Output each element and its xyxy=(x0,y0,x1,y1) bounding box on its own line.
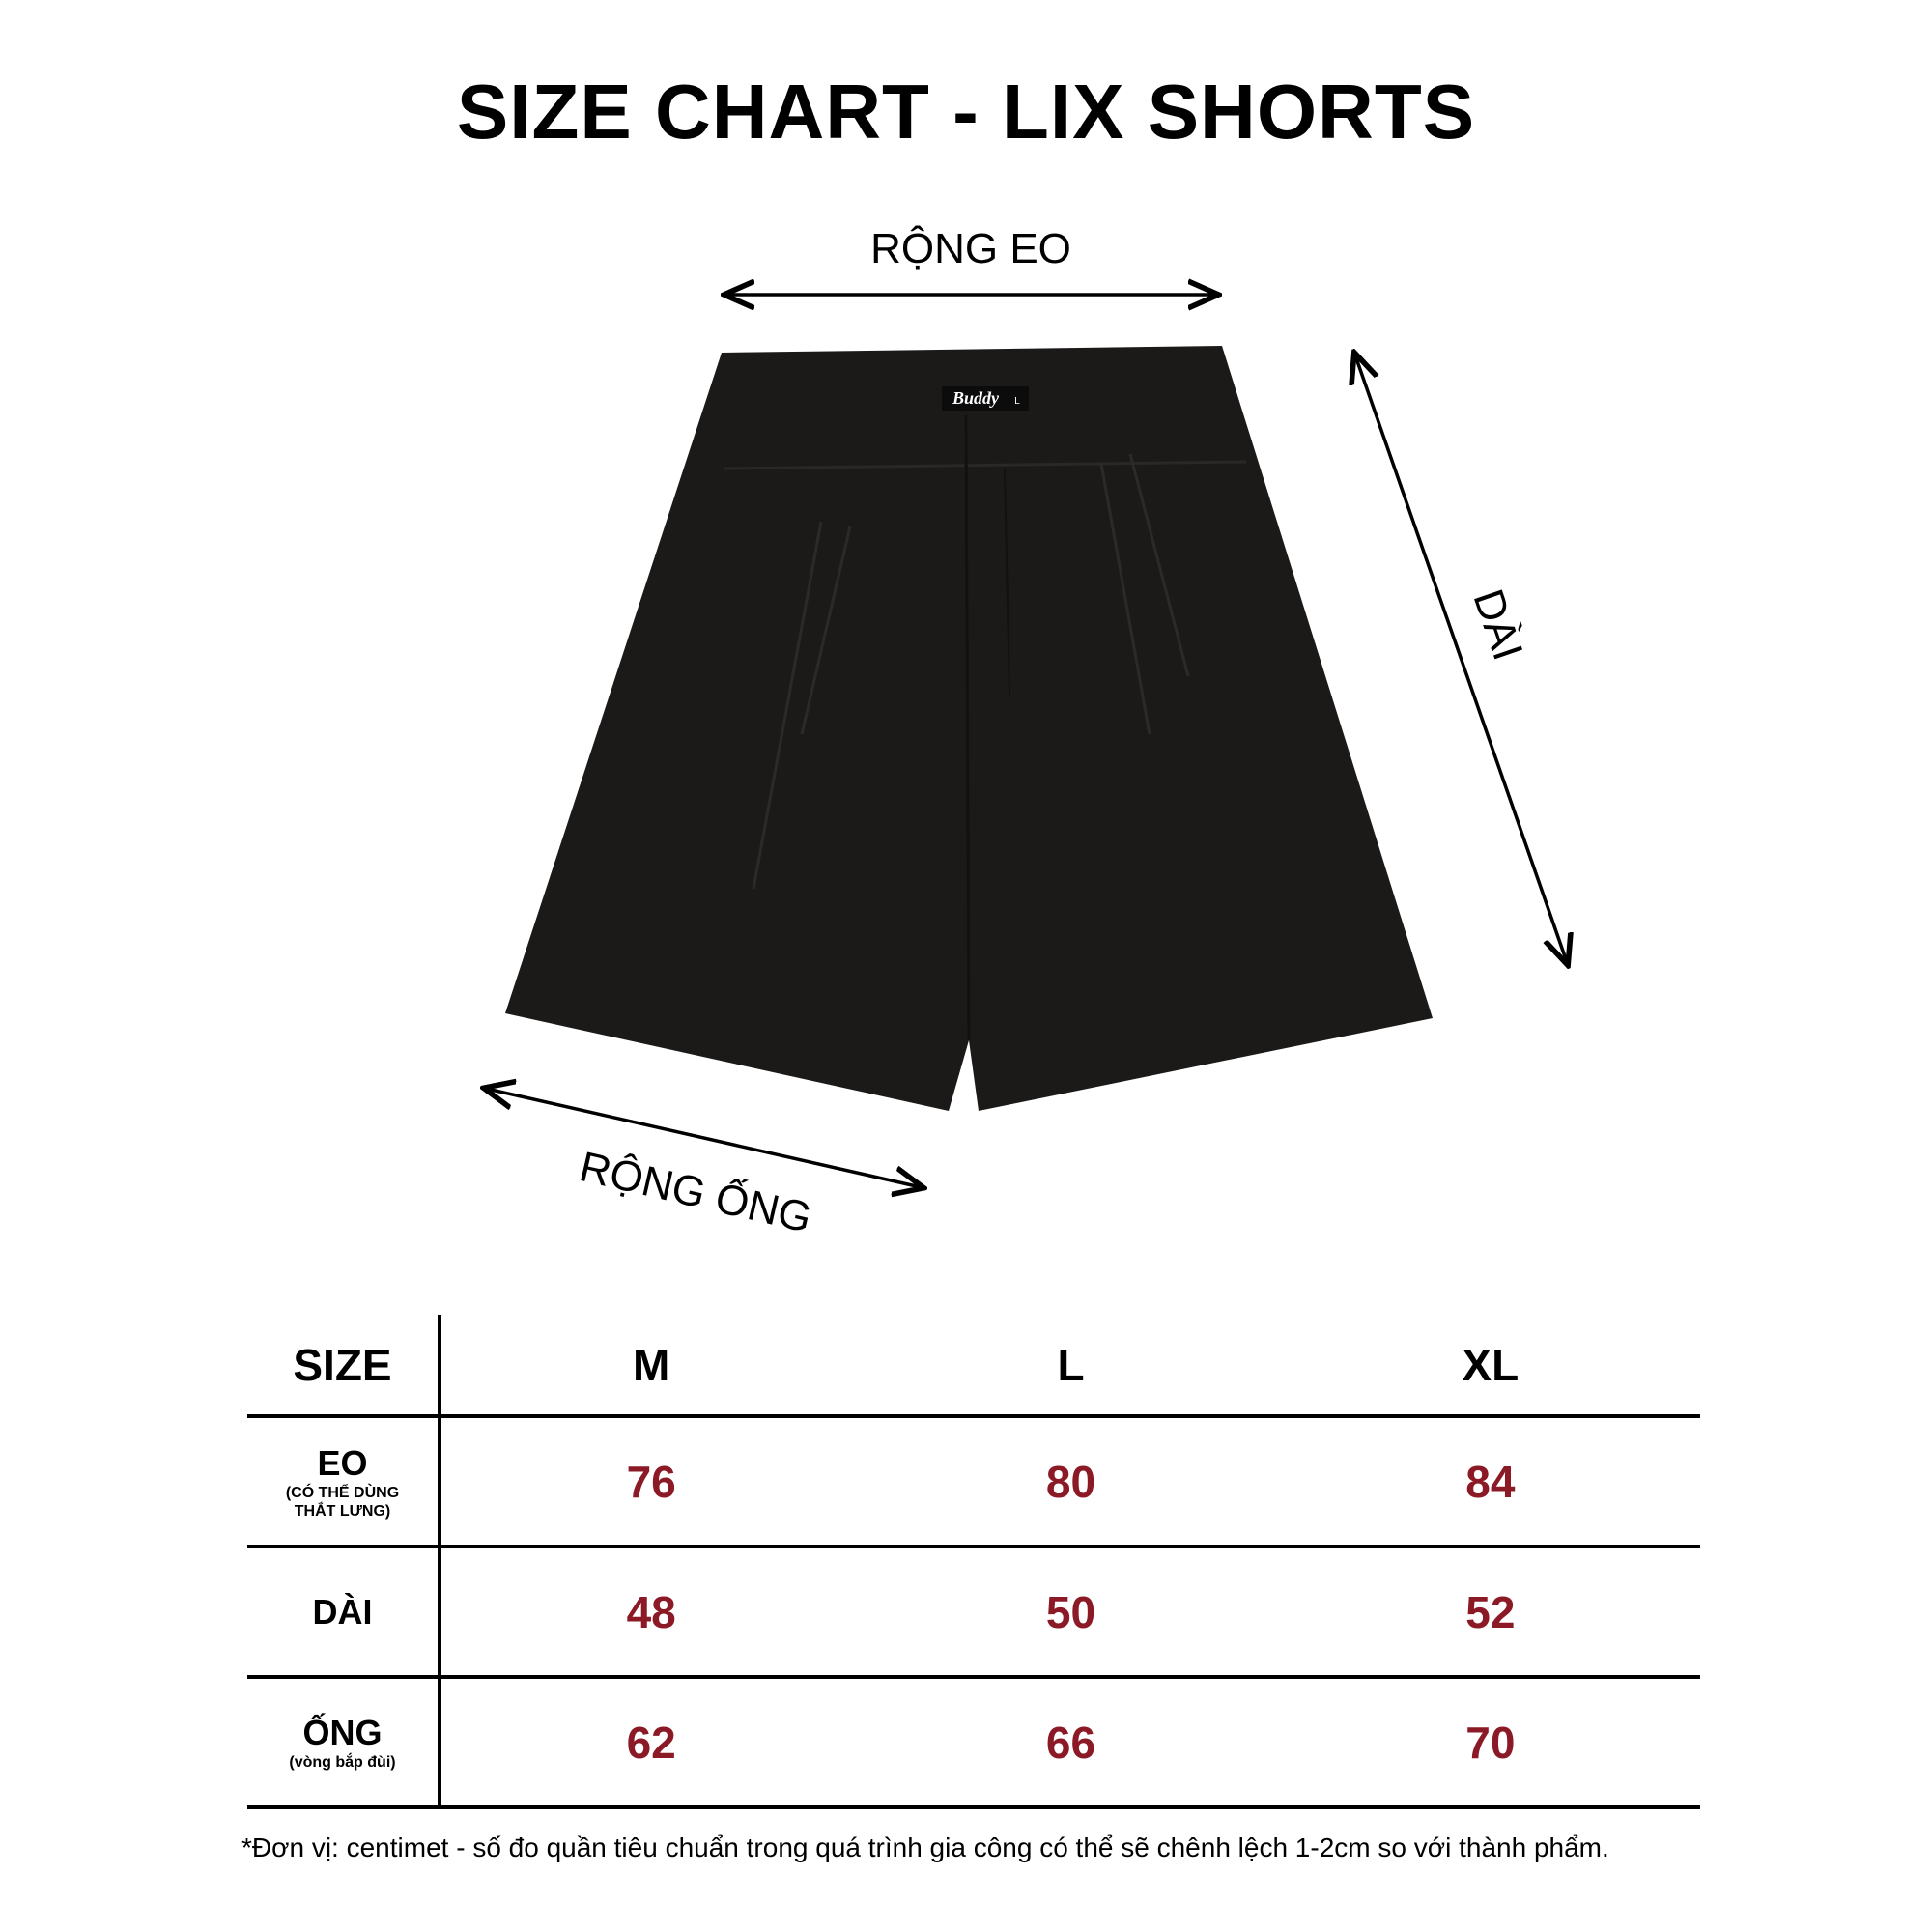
header-size-l: L xyxy=(1057,1339,1085,1390)
header-size-label: SIZE xyxy=(293,1339,392,1390)
shorts-diagram: Buddy L xyxy=(0,0,1932,1256)
waist-label: RỘNG EO xyxy=(870,225,1071,272)
value-cell: 84 xyxy=(1465,1456,1516,1507)
row-sublabel: (vòng bắp đùi) xyxy=(289,1754,396,1771)
table-row: EO (CÓ THỂ DÙNG THẮT LƯNG) 76 80 84 xyxy=(247,1418,1700,1548)
header-size-m: M xyxy=(633,1339,670,1390)
leg-arrow xyxy=(487,1089,921,1187)
header-size-xl: XL xyxy=(1462,1339,1520,1390)
table-header-row: SIZE M L XL xyxy=(247,1315,1700,1418)
row-label-cell: DÀI xyxy=(247,1548,441,1675)
value-cell: 48 xyxy=(626,1586,676,1637)
row-sublabel: (CÓ THỂ DÙNG THẮT LƯNG) xyxy=(285,1484,400,1520)
header-size-cell: SIZE xyxy=(247,1315,441,1414)
row-label-cell: ỐNG (vòng bắp đùi) xyxy=(247,1679,441,1805)
value-cell: 50 xyxy=(1045,1586,1096,1637)
shorts-image: Buddy L xyxy=(505,346,1433,1111)
value-cell: 76 xyxy=(626,1456,676,1507)
value-cell: 52 xyxy=(1465,1586,1516,1637)
value-cell: 80 xyxy=(1045,1456,1096,1507)
brand-tag: Buddy xyxy=(952,388,1000,408)
page-title: SIZE CHART - LIX SHORTS xyxy=(456,69,1476,155)
row-label: EO xyxy=(317,1442,368,1483)
table-row: DÀI 48 50 52 xyxy=(247,1548,1700,1679)
value-cell: 70 xyxy=(1465,1717,1516,1768)
length-arrow xyxy=(1355,355,1567,962)
table-row: ỐNG (vòng bắp đùi) 62 66 70 xyxy=(247,1679,1700,1809)
value-cell: 66 xyxy=(1045,1717,1096,1768)
value-cell: 62 xyxy=(626,1717,676,1768)
row-label: ỐNG xyxy=(302,1713,383,1752)
row-label: DÀI xyxy=(312,1591,373,1632)
footnote: *Đơn vị: centimet - số đo quần tiêu chuẩ… xyxy=(242,1833,1609,1862)
tag-size: L xyxy=(1014,396,1020,407)
row-label-cell: EO (CÓ THỂ DÙNG THẮT LƯNG) xyxy=(247,1418,441,1545)
size-table: SIZE M L XL EO (CÓ THỂ DÙNG THẮT LƯNG) 7… xyxy=(247,1315,1700,1809)
